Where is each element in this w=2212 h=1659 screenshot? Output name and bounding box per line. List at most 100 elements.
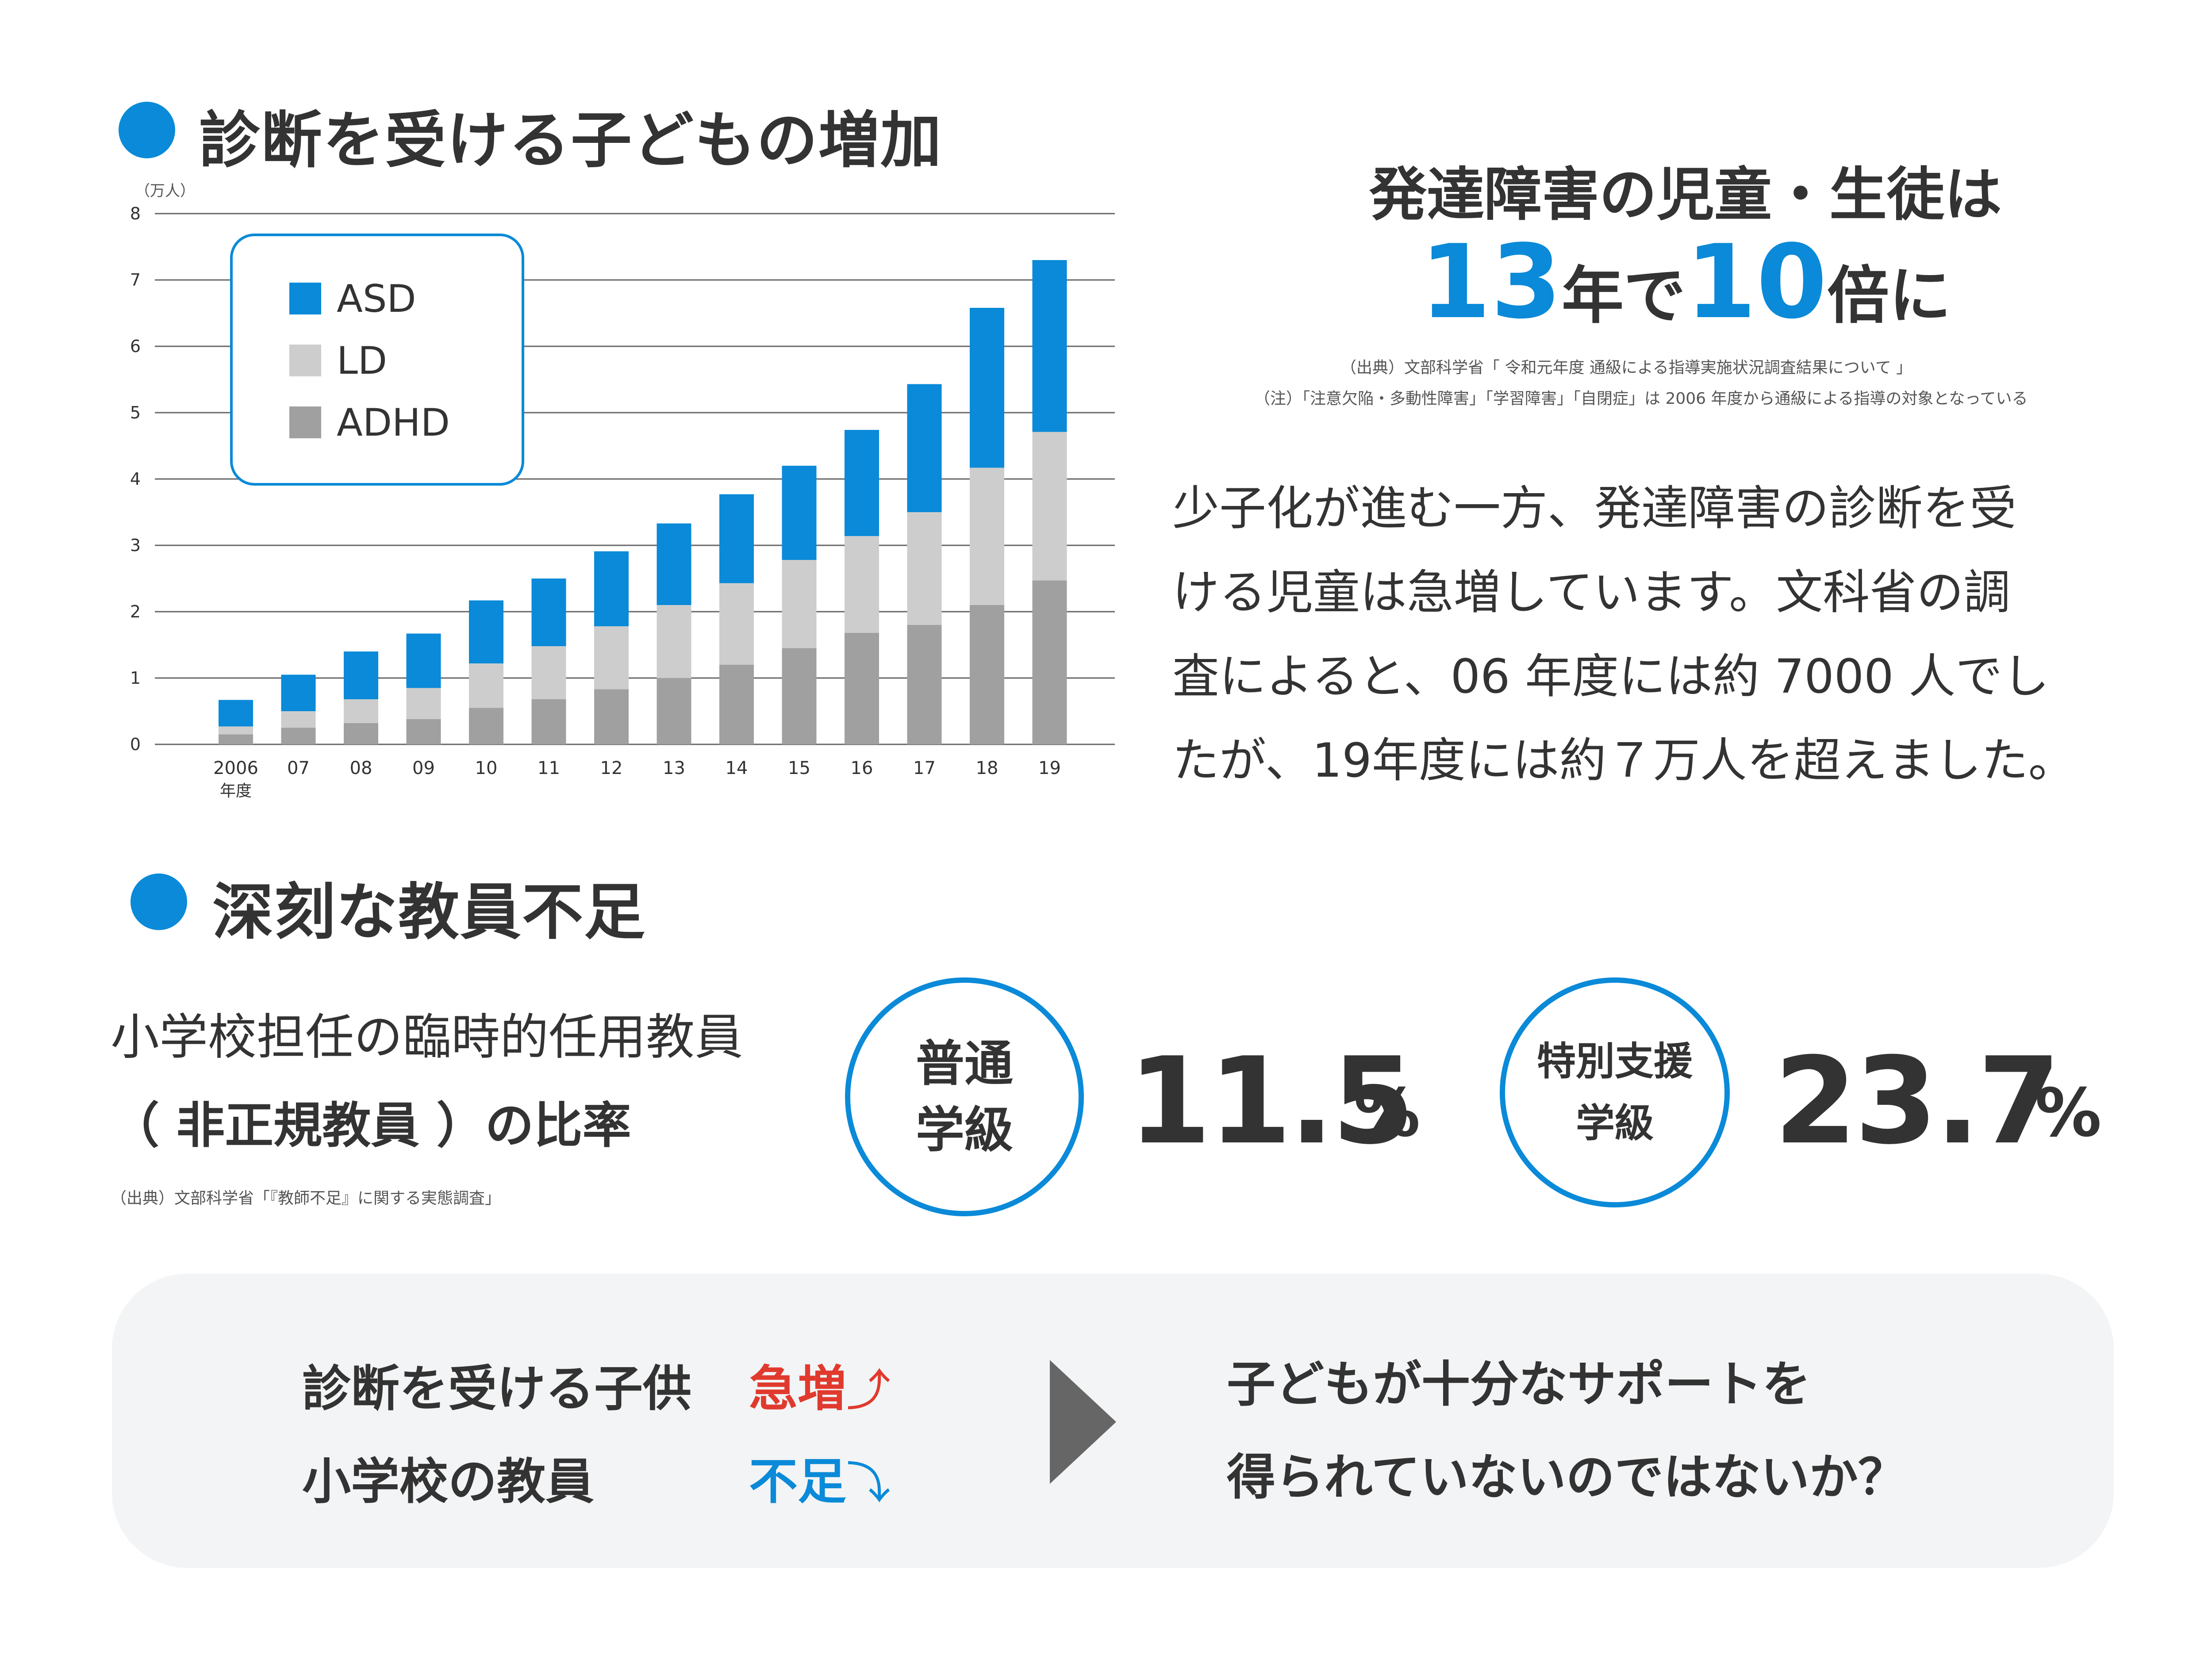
summary-conclusion-line1: 子どもが十分なサポートを: [1227, 1356, 1811, 1413]
special-class-unit: %: [2035, 1075, 2102, 1152]
chart-bars: [219, 260, 1067, 744]
headline-num2: 10: [1686, 223, 1828, 341]
bar-segment-adhd: [219, 734, 253, 744]
summary-row2-status: 不足⤵: [749, 1442, 891, 1513]
x-tick-label: 14: [726, 758, 748, 778]
headline-line1: 発達障害の児童・生徒は: [1369, 161, 2002, 228]
headline-unit1: 年で: [1561, 260, 1686, 332]
bar-segment-adhd: [406, 719, 441, 744]
regular-class-value: 11.5: [1128, 1031, 1415, 1171]
bar-segment-adhd: [469, 708, 503, 744]
bar-segment-asd: [219, 700, 253, 727]
bar-segment-asd: [1032, 260, 1067, 432]
bar-segment-asd: [845, 430, 879, 536]
y-tick-label: 3: [130, 536, 141, 555]
y-tick-label: 7: [130, 270, 141, 290]
special-class-label-1: 特別支援: [1536, 1038, 1693, 1084]
summary-row2-label: 小学校の教員: [302, 1453, 594, 1510]
description-paragraph: 少子化が進む一方、発達障害の診断を受 ける児童は急増しています。文科省の調 査に…: [1172, 467, 2203, 803]
x-tick-label: 09: [412, 758, 435, 778]
legend-swatch-ld: [289, 345, 321, 376]
bar-segment-adhd: [344, 723, 378, 744]
bar-segment-ld: [469, 663, 503, 708]
bar-segment-adhd: [531, 699, 566, 744]
bar-segment-asd: [406, 633, 441, 688]
bar-segment-asd: [970, 308, 1004, 468]
summary-conclusion-line2: 得られていないのではないか？: [1227, 1449, 1907, 1506]
bar-segment-ld: [1032, 432, 1067, 581]
bar-segment-ld: [344, 699, 378, 723]
section1-heading: 診断を受ける子どもの増加: [199, 105, 943, 176]
teacher-source: （出典）文部科学省「『教師不足』に関する実態調査」: [111, 1189, 501, 1207]
summary-panel: 診断を受ける子供 急増⤴ 小学校の教員 不足⤵ 子どもが十分なサポートを 得られ…: [112, 1274, 2114, 1568]
regular-class-label-1: 普通: [916, 1035, 1013, 1092]
bar-segment-ld: [406, 688, 441, 719]
bar-segment-ld: [970, 467, 1004, 605]
special-class-label-2: 学級: [1575, 1100, 1654, 1146]
bar-segment-ld: [594, 626, 629, 690]
bar-segment-adhd: [907, 625, 942, 744]
bar-segment-adhd: [970, 605, 1004, 744]
bar-segment-ld: [657, 605, 691, 678]
x-tick-label: 13: [663, 758, 685, 778]
y-axis-unit: （万人）: [135, 182, 195, 200]
bar-segment-asd: [657, 523, 691, 605]
y-tick-label: 1: [130, 668, 141, 688]
bar-segment-ld: [219, 726, 253, 735]
section2-bullet: [131, 874, 187, 930]
bar-segment-adhd: [782, 648, 817, 744]
bar-segment-adhd: [281, 728, 316, 744]
paragraph-line: 少子化が進む一方、発達障害の診断を受: [1172, 481, 2016, 536]
y-tick-label: 5: [130, 403, 141, 422]
bar-segment-ld: [531, 646, 566, 699]
legend-label-asd: ASD: [337, 277, 416, 321]
paragraph-line: 査によると、06 年度には約 7000 人でし: [1172, 649, 2050, 704]
special-class-badge: 特別支援 学級: [1500, 977, 1730, 1207]
bar-segment-asd: [719, 494, 754, 583]
special-class-value: 23.7: [1774, 1031, 2061, 1171]
y-tick-label: 4: [130, 469, 141, 489]
x-tick-label: 12: [600, 758, 623, 778]
x-tick-label: 11: [538, 758, 560, 778]
y-tick-label: 6: [130, 337, 141, 356]
regular-class-label-2: 学級: [916, 1102, 1013, 1158]
teacher-desc-line1: 小学校担任の臨時的任用教員: [111, 1009, 743, 1065]
bar-segment-asd: [594, 551, 629, 626]
y-tick-label: 2: [130, 602, 141, 621]
decrease-arrow-icon: ⤵: [846, 1457, 891, 1509]
bar-segment-asd: [531, 579, 566, 646]
summary-row1-status: 急増⤴: [749, 1349, 891, 1420]
bar-segment-adhd: [1032, 580, 1067, 744]
x-tick-label: 07: [287, 758, 310, 778]
y-tick-label: 8: [130, 204, 141, 223]
headline-num1: 13: [1420, 223, 1562, 341]
bar-segment-ld: [281, 711, 316, 728]
bar-segment-asd: [281, 674, 316, 711]
section1-bullet: [119, 102, 175, 158]
y-tick-label: 0: [130, 735, 141, 754]
play-arrow-icon: [1050, 1360, 1116, 1484]
headline-unit2: 倍に: [1827, 260, 1951, 332]
bar-segment-ld: [719, 583, 754, 665]
bar-segment-ld: [845, 536, 879, 633]
chart-note: （注）「注意欠陥・多動性障害」「学習障害」「自閉症」は 2006 年度から通級に…: [1254, 390, 2028, 408]
chart-source: （出典）文部科学省「 令和元年度 通級による指導実施状況調査結果について 」: [1340, 359, 1912, 377]
paragraph-line: ける児童は急増しています。文科省の調: [1172, 565, 2011, 620]
x-tick-label: 16: [851, 758, 873, 778]
chart-legend: ASD LD ADHD: [230, 234, 524, 486]
regular-class-badge: 普通 学級: [845, 977, 1084, 1216]
paragraph-line: たが、19年度には約７万人を超えました。: [1172, 733, 2075, 788]
increase-arrow-icon: ⤴: [846, 1364, 891, 1416]
x-tick-label: 15: [788, 758, 810, 778]
x-tick-label: 2006: [213, 758, 258, 778]
regular-class-unit: %: [1354, 1075, 1421, 1152]
x-tick-label: 10: [475, 758, 498, 778]
headline-line2: 13年で10倍に: [1194, 223, 2177, 341]
bar-segment-asd: [782, 466, 817, 560]
bar-segment-adhd: [719, 665, 754, 744]
x-tick-label: 17: [913, 758, 936, 778]
bar-segment-asd: [344, 651, 378, 699]
bar-segment-adhd: [657, 678, 691, 744]
